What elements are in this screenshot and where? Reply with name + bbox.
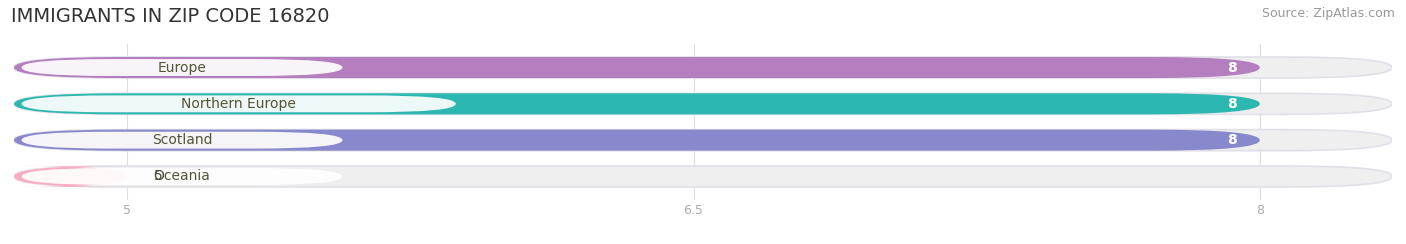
Text: Scotland: Scotland — [152, 133, 212, 147]
FancyBboxPatch shape — [21, 95, 456, 112]
FancyBboxPatch shape — [14, 57, 1260, 78]
FancyBboxPatch shape — [14, 93, 1392, 114]
Text: Oceania: Oceania — [153, 170, 211, 183]
Text: Source: ZipAtlas.com: Source: ZipAtlas.com — [1261, 7, 1395, 20]
FancyBboxPatch shape — [14, 166, 1392, 187]
FancyBboxPatch shape — [14, 93, 1260, 114]
Text: 8: 8 — [1227, 61, 1237, 74]
FancyBboxPatch shape — [14, 130, 1260, 151]
Text: 8: 8 — [1227, 133, 1237, 147]
Text: Northern Europe: Northern Europe — [181, 97, 297, 111]
FancyBboxPatch shape — [14, 166, 128, 187]
Text: Europe: Europe — [157, 61, 207, 74]
FancyBboxPatch shape — [21, 132, 343, 149]
Text: 8: 8 — [1227, 97, 1237, 111]
Text: IMMIGRANTS IN ZIP CODE 16820: IMMIGRANTS IN ZIP CODE 16820 — [11, 7, 330, 26]
FancyBboxPatch shape — [21, 59, 343, 76]
FancyBboxPatch shape — [14, 57, 1392, 78]
Text: 5: 5 — [153, 170, 163, 183]
FancyBboxPatch shape — [14, 130, 1392, 151]
FancyBboxPatch shape — [21, 168, 343, 185]
